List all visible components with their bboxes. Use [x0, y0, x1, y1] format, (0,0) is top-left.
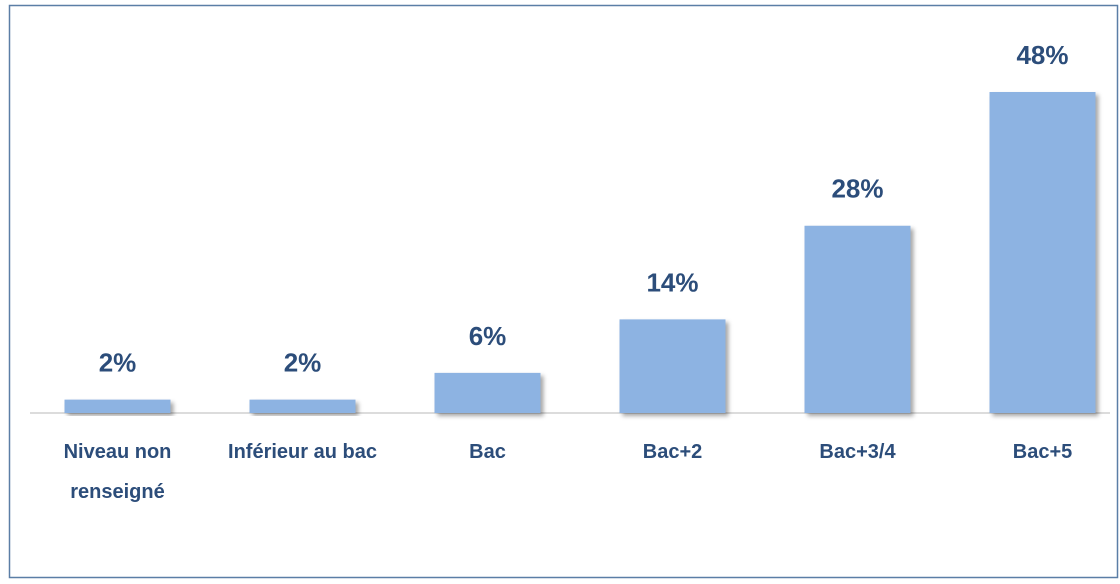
- bar: [989, 92, 1096, 413]
- value-label: 2%: [99, 348, 137, 378]
- bar: [249, 399, 356, 413]
- bar: [804, 225, 911, 413]
- value-label: 14%: [646, 267, 698, 297]
- bar: [64, 399, 171, 413]
- value-label: 28%: [831, 174, 883, 204]
- value-label: 2%: [284, 348, 322, 378]
- value-label: 6%: [469, 321, 507, 351]
- x-tick-label: Bac+2: [643, 441, 703, 463]
- bar: [619, 319, 726, 413]
- chart-frame: [8, 4, 1119, 579]
- x-tick-label: Bac+3/4: [819, 441, 896, 463]
- x-tick-label: Niveau non renseigné: [64, 441, 172, 503]
- bar: [434, 372, 541, 413]
- value-label: 48%: [1016, 40, 1068, 70]
- x-tick-label: Inférieur au bac: [228, 441, 377, 463]
- x-tick-label: Bac: [469, 441, 506, 463]
- x-tick-label: Bac+5: [1013, 441, 1073, 463]
